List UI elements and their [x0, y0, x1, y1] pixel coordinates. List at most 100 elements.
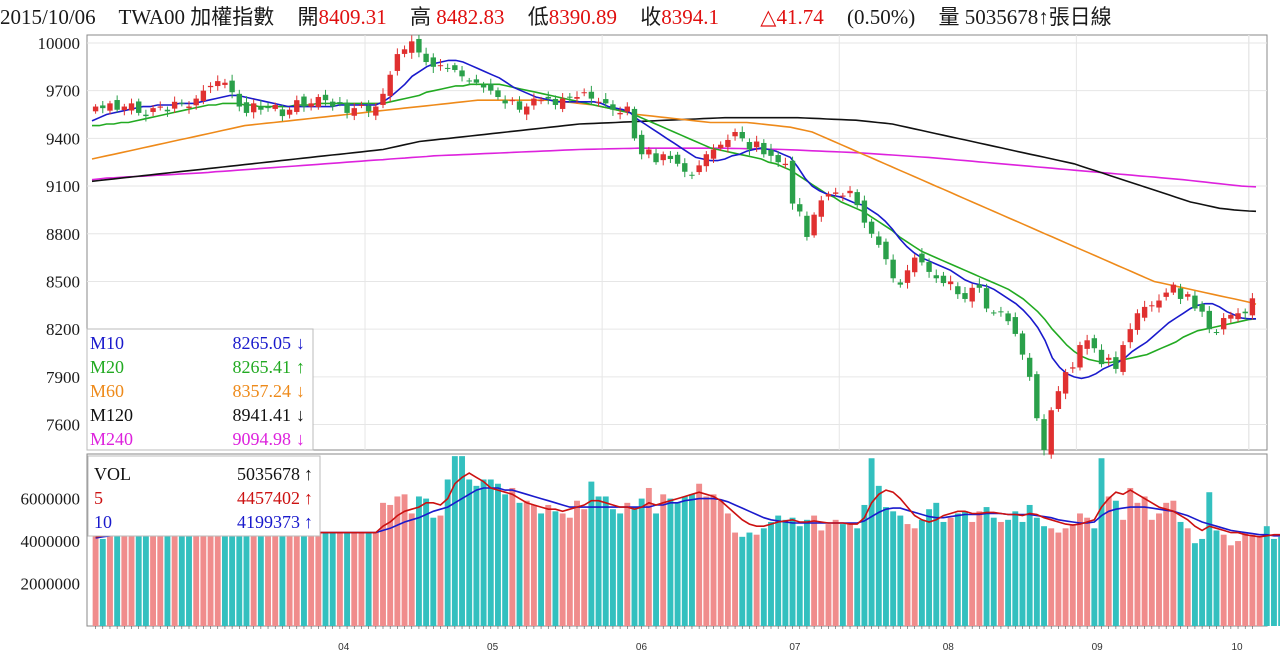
candle-body: [962, 293, 968, 299]
volume-bar: [746, 532, 753, 626]
volume-bar: [157, 532, 164, 626]
volume-bar: [401, 494, 408, 626]
candle-body: [725, 139, 731, 147]
candle-body: [107, 103, 113, 111]
candle-body: [279, 109, 286, 117]
candle-body: [1192, 295, 1198, 309]
volume-bar: [329, 532, 336, 626]
candle-body: [538, 100, 544, 102]
candle-body: [732, 131, 738, 137]
candle-body: [1206, 310, 1212, 330]
candle-body: [782, 163, 789, 166]
volume-bar: [171, 534, 178, 626]
candle-body: [186, 106, 192, 108]
legend-arrow-icon: ↓: [296, 429, 305, 449]
volume-bar: [681, 496, 688, 626]
volume-bar: [473, 485, 480, 626]
high-value: 8482.83: [436, 5, 505, 29]
volume-bar: [1249, 534, 1256, 626]
legend-value: 8265.05: [233, 333, 292, 353]
volume-bar: [229, 532, 236, 626]
volume-bar: [1112, 500, 1119, 626]
candle-body: [1220, 318, 1227, 330]
header-name: 加權指數: [190, 5, 275, 29]
volume-bar: [99, 538, 106, 626]
volume-bar: [911, 528, 918, 626]
volume-bar: [689, 494, 695, 626]
volume-bar: [164, 532, 171, 626]
high-label: 高: [410, 5, 432, 29]
change-percent: (0.50%): [846, 5, 916, 29]
m240-line: [91, 147, 1257, 188]
candle-body: [1034, 374, 1040, 419]
candle-body: [215, 81, 221, 87]
legend-value: 8265.41: [233, 357, 292, 377]
candle-body: [480, 84, 487, 88]
candle-body: [1048, 410, 1054, 455]
candle-body: [1077, 345, 1083, 368]
candle-body: [373, 106, 379, 116]
volume-bar: [236, 532, 243, 626]
candle-body: [531, 98, 537, 106]
candle-body: [832, 192, 839, 194]
candle-body: [322, 94, 329, 101]
candle-body: [1041, 419, 1047, 450]
volume-tick-label: 6000000: [21, 490, 81, 509]
volume-bar: [1026, 504, 1033, 626]
candle-body: [991, 312, 997, 314]
volume-bar: [1055, 532, 1062, 626]
volume-bar: [1163, 502, 1170, 626]
candle-body: [1228, 314, 1234, 319]
x-axis: 04 05 06 07 08 09 10: [95, 626, 1253, 653]
volume-bar: [782, 519, 789, 626]
volume-legend: VOL 5035678 ↑5 4457402 ↑10 4199373 ↑: [87, 455, 321, 537]
candle-body: [897, 282, 904, 285]
volume-bar: [904, 524, 911, 626]
legend-arrow-icon: ↑: [304, 512, 313, 532]
candle-body: [452, 65, 458, 70]
volume-bar: [997, 521, 1004, 626]
volume-bar: [789, 517, 796, 626]
legend-arrow-icon: ↓: [296, 381, 305, 401]
volume-bar: [1220, 534, 1227, 626]
candle-body: [840, 195, 846, 197]
candle-body: [940, 275, 947, 284]
candle-body: [710, 149, 717, 159]
volume-bar: [674, 502, 681, 626]
volume-bar: [1184, 528, 1191, 626]
candle-body: [552, 98, 559, 105]
volume-bar: [1206, 492, 1213, 626]
candle-body: [603, 99, 609, 104]
candle-body: [380, 93, 386, 105]
candle-body: [459, 70, 465, 77]
candle-body: [430, 57, 436, 67]
volume-bar: [947, 517, 954, 626]
volume-bar: [717, 500, 724, 626]
volume-bar: [135, 532, 142, 626]
candle-body: [495, 90, 501, 98]
candle-body: [976, 284, 983, 288]
volume-bar: [839, 524, 846, 626]
candle-body: [100, 105, 106, 109]
candle-body: [595, 101, 602, 103]
candle-body: [466, 80, 472, 82]
volume-bar: [1005, 519, 1012, 626]
candle-body: [1098, 349, 1105, 365]
volume-bar: [301, 532, 307, 626]
volume-bar: [372, 532, 379, 626]
legend-name: M10: [90, 333, 124, 353]
volume-bar: [286, 532, 293, 626]
legend-name: M240: [90, 429, 133, 449]
candle-body: [301, 96, 307, 107]
candle-body: [646, 149, 652, 155]
candle-body: [1113, 357, 1119, 369]
volume-bar: [423, 498, 430, 626]
volume-bar: [933, 502, 940, 626]
candle-body: [524, 106, 530, 115]
candle-body: [567, 96, 573, 98]
volume-bar: [890, 511, 897, 626]
volume-bar: [207, 532, 214, 626]
price-tick-label: 9400: [46, 129, 80, 148]
volume-bar: [832, 519, 839, 626]
candle-body: [1235, 313, 1241, 320]
